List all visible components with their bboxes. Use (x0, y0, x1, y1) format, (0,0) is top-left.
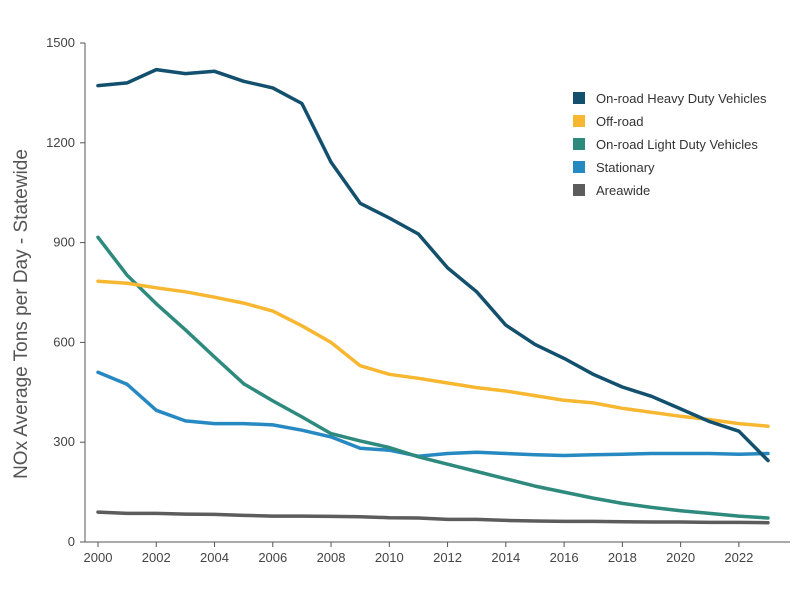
legend-swatch-off-road (573, 115, 585, 127)
x-tick-label: 2000 (84, 550, 113, 565)
series-line-on-road-light-duty-vehicles (96, 235, 770, 520)
series-line-off-road (96, 279, 770, 428)
legend-label-areawide: Areawide (596, 183, 650, 198)
legend-label-off-road: Off-road (596, 114, 643, 129)
legend-label-stationary: Stationary (596, 160, 655, 175)
legend-swatch-on-road-heavy-duty-vehicles (573, 92, 585, 104)
x-tick-label: 2006 (258, 550, 287, 565)
y-tick-label: 1500 (46, 35, 75, 50)
legend-label-on-road-light-duty-vehicles: On-road Light Duty Vehicles (596, 137, 758, 152)
x-tick-label: 2014 (491, 550, 520, 565)
x-tick-label: 2012 (433, 550, 462, 565)
y-tick-label: 1200 (46, 135, 75, 150)
series-line-stationary (96, 370, 770, 458)
series-line-on-road-heavy-duty-vehicles (96, 67, 770, 463)
x-tick-label: 2020 (666, 550, 695, 565)
legend-swatch-stationary (573, 161, 585, 173)
y-tick-label: 0 (68, 534, 75, 549)
y-axis-title: NOx Average Tons per Day - Statewide (11, 149, 32, 479)
x-tick-label: 2022 (724, 550, 753, 565)
legend-label-on-road-heavy-duty-vehicles: On-road Heavy Duty Vehicles (596, 91, 767, 106)
x-tick-label: 2002 (142, 550, 171, 565)
chart-ticks: 0 300 600 900 1200 1500 2000 2002 2004 2006 2008 20… (46, 35, 753, 565)
chart-legend: On-road Heavy Duty Vehicles Off-road On-ro… (573, 91, 767, 198)
x-tick-label: 2010 (375, 550, 404, 565)
y-tick-label: 300 (53, 434, 75, 449)
chart-axes (84, 43, 790, 543)
x-tick-label: 2018 (608, 550, 637, 565)
y-tick-label: 600 (53, 334, 75, 349)
legend-swatch-on-road-light-duty-vehicles (573, 138, 585, 150)
legend-swatch-areawide (573, 184, 585, 196)
y-tick-label: 900 (53, 235, 75, 250)
x-tick-label: 2008 (317, 550, 346, 565)
series-line-areawide (96, 510, 770, 525)
x-tick-label: 2016 (550, 550, 579, 565)
x-tick-label: 2004 (200, 550, 229, 565)
chart-series-lines (96, 67, 770, 525)
